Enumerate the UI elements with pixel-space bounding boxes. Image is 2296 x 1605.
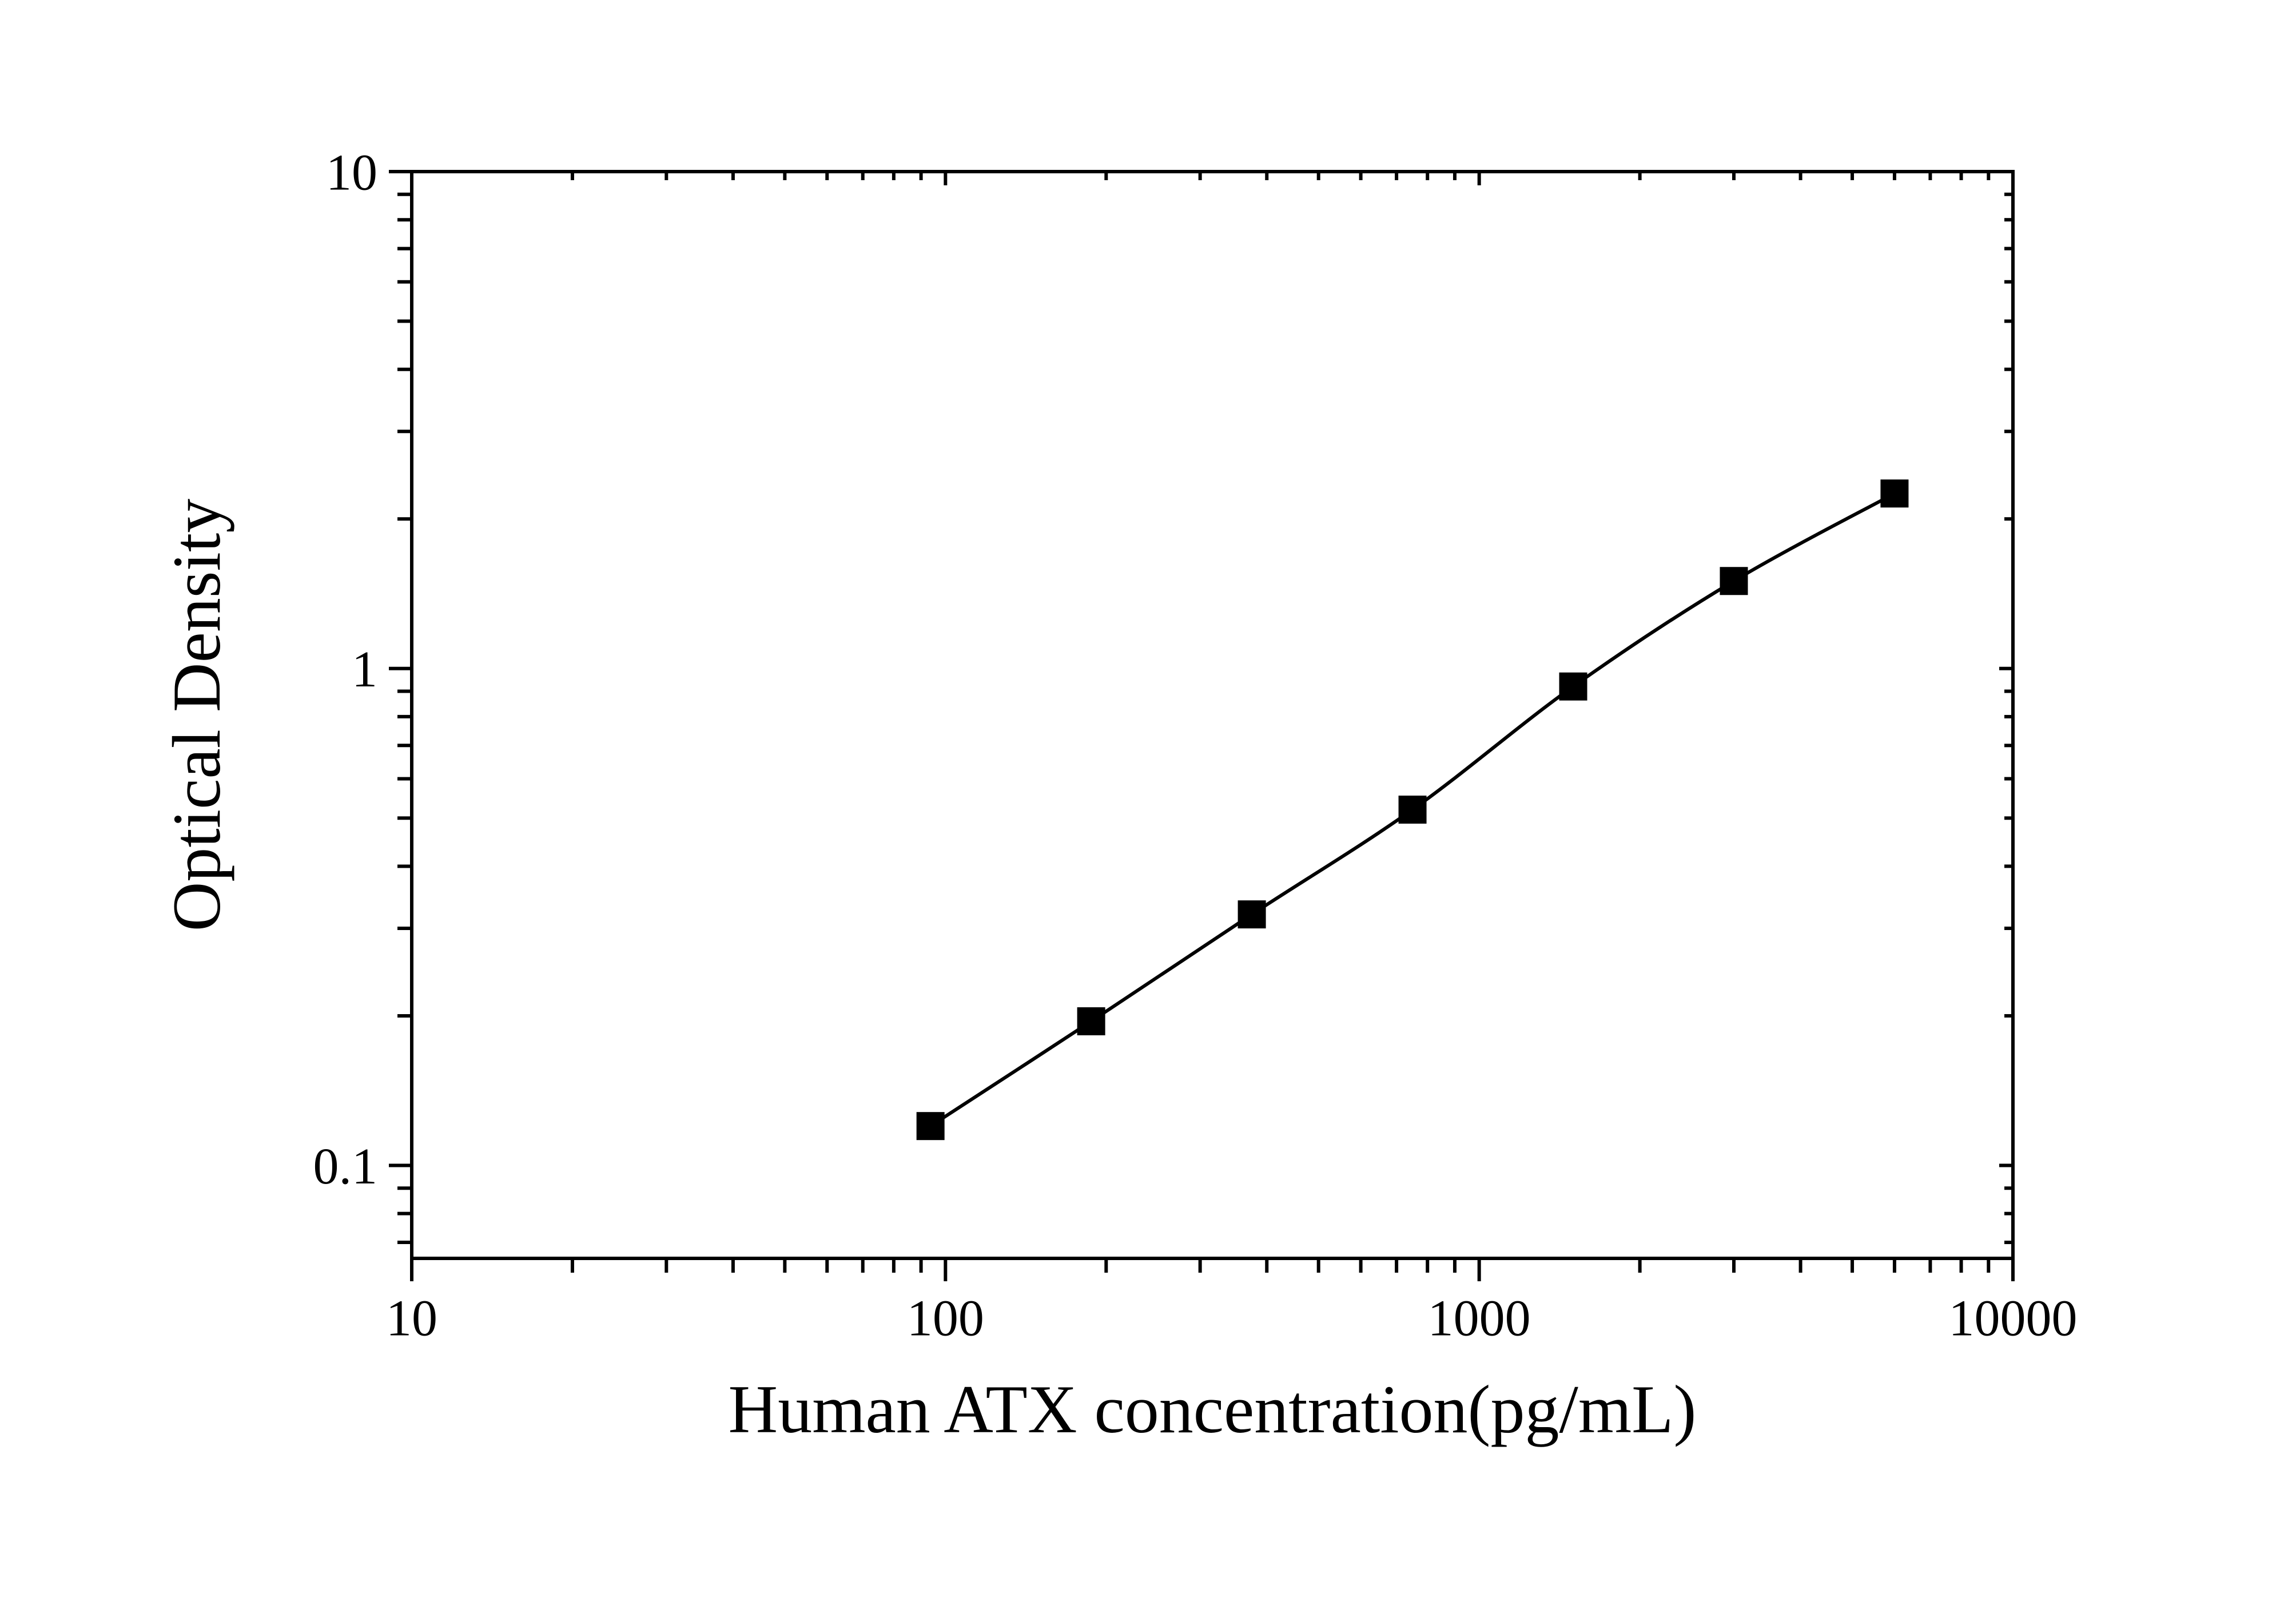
y-tick-label: 0.1 bbox=[313, 1138, 378, 1195]
chart-svg: 10 100 1000 10000 0.1 1 10 Human ATX concentrat… bbox=[0, 0, 2296, 1605]
data-markers bbox=[917, 480, 1908, 1140]
y-tick-label: 1 bbox=[352, 641, 377, 698]
y-axis-label: Optical Density bbox=[158, 499, 234, 932]
x-tick-label: 100 bbox=[907, 1290, 984, 1347]
plot-frame bbox=[412, 172, 2013, 1258]
x-tick-label: 10 bbox=[386, 1290, 437, 1347]
y-tick-label: 10 bbox=[326, 145, 377, 201]
chart-container: 10 100 1000 10000 0.1 1 10 Human ATX concentrat… bbox=[0, 0, 2296, 1605]
y-ticks: 0.1 1 10 bbox=[313, 145, 2014, 1243]
x-ticks: 10 100 1000 10000 bbox=[386, 172, 2078, 1347]
x-tick-label: 10000 bbox=[1949, 1290, 2078, 1347]
x-tick-label: 1000 bbox=[1428, 1290, 1531, 1347]
x-axis-label: Human ATX concentration(pg/mL) bbox=[729, 1371, 1697, 1447]
